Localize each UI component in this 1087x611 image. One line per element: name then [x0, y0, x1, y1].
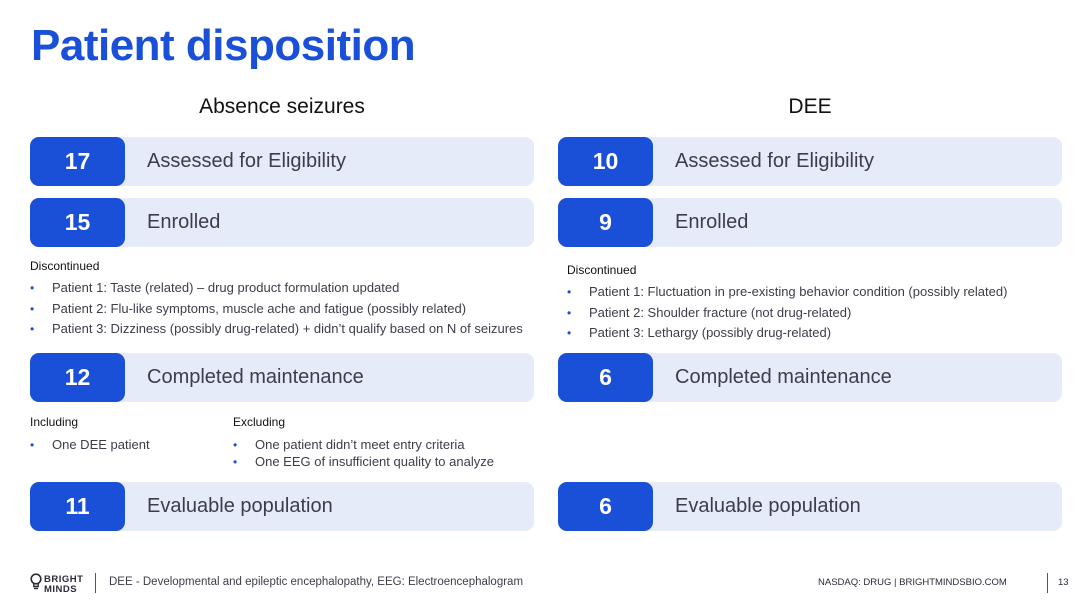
right-row-assessed: 10 Assessed for Eligibility	[558, 137, 1062, 186]
logo-line-2: MINDS	[44, 583, 78, 595]
right-assessed-label: Assessed for Eligibility	[675, 150, 874, 172]
left-enrolled-count: 15	[30, 198, 125, 247]
page-divider	[1047, 573, 1048, 593]
left-row-enrolled: 15 Enrolled	[30, 198, 534, 247]
right-evaluable-count: 6	[558, 482, 653, 531]
left-completed-label: Completed maintenance	[147, 366, 364, 388]
right-row-enrolled: 9 Enrolled	[558, 198, 1062, 247]
slide-title: Patient disposition	[31, 21, 416, 70]
lightbulb-icon	[30, 573, 42, 596]
list-item: Patient 3: Lethargy (possibly drug-relat…	[567, 323, 1007, 344]
left-evaluable-count: 11	[30, 482, 125, 531]
nasdaq-ticker: NASDAQ: DRUG | BRIGHTMINDSBIO.COM	[818, 577, 1007, 588]
company-logo: BRIGHT MINDS	[30, 573, 83, 596]
right-discontinued-list: Patient 1: Fluctuation in pre-existing b…	[567, 282, 1007, 344]
list-item: One DEE patient	[30, 437, 150, 454]
footer-divider	[95, 573, 96, 593]
page-number: 13	[1058, 577, 1069, 588]
right-discontinued-heading: Discontinued	[567, 263, 637, 277]
left-assessed-count: 17	[30, 137, 125, 186]
list-item: Patient 3: Dizziness (possibly drug-rela…	[30, 319, 523, 340]
right-row-completed: 6 Completed maintenance	[558, 353, 1062, 402]
logo-line-1: BRIGHT	[44, 574, 84, 585]
left-discontinued-heading: Discontinued	[30, 259, 100, 273]
list-item: One patient didn’t meet entry criteria	[233, 437, 494, 454]
right-completed-count: 6	[558, 353, 653, 402]
left-assessed-label: Assessed for Eligibility	[147, 150, 346, 172]
absence-seizures-heading: Absence seizures	[199, 95, 365, 118]
left-row-evaluable: 11 Evaluable population	[30, 482, 534, 531]
left-row-assessed: 17 Assessed for Eligibility	[30, 137, 534, 186]
list-item: One EEG of insufficient quality to analy…	[233, 454, 494, 471]
list-item: Patient 2: Flu-like symptoms, muscle ach…	[30, 299, 523, 320]
excluding-list: One patient didn’t meet entry criteria O…	[233, 437, 494, 470]
right-enrolled-label: Enrolled	[675, 211, 749, 233]
right-evaluable-label: Evaluable population	[675, 495, 861, 517]
including-list: One DEE patient	[30, 437, 150, 454]
excluding-heading: Excluding	[233, 415, 286, 429]
footnote: DEE - Developmental and epileptic enceph…	[109, 576, 524, 588]
left-enrolled-label: Enrolled	[147, 211, 221, 233]
list-item: Patient 2: Shoulder fracture (not drug-r…	[567, 303, 1007, 324]
list-item: Patient 1: Taste (related) – drug produc…	[30, 278, 523, 299]
right-row-evaluable: 6 Evaluable population	[558, 482, 1062, 531]
including-heading: Including	[30, 415, 79, 429]
left-discontinued-list: Patient 1: Taste (related) – drug produc…	[30, 278, 523, 340]
left-evaluable-label: Evaluable population	[147, 495, 333, 517]
dee-heading: DEE	[788, 95, 832, 118]
left-row-completed: 12 Completed maintenance	[30, 353, 534, 402]
left-completed-count: 12	[30, 353, 125, 402]
right-assessed-count: 10	[558, 137, 653, 186]
right-enrolled-count: 9	[558, 198, 653, 247]
right-completed-label: Completed maintenance	[675, 366, 892, 388]
list-item: Patient 1: Fluctuation in pre-existing b…	[567, 282, 1007, 303]
